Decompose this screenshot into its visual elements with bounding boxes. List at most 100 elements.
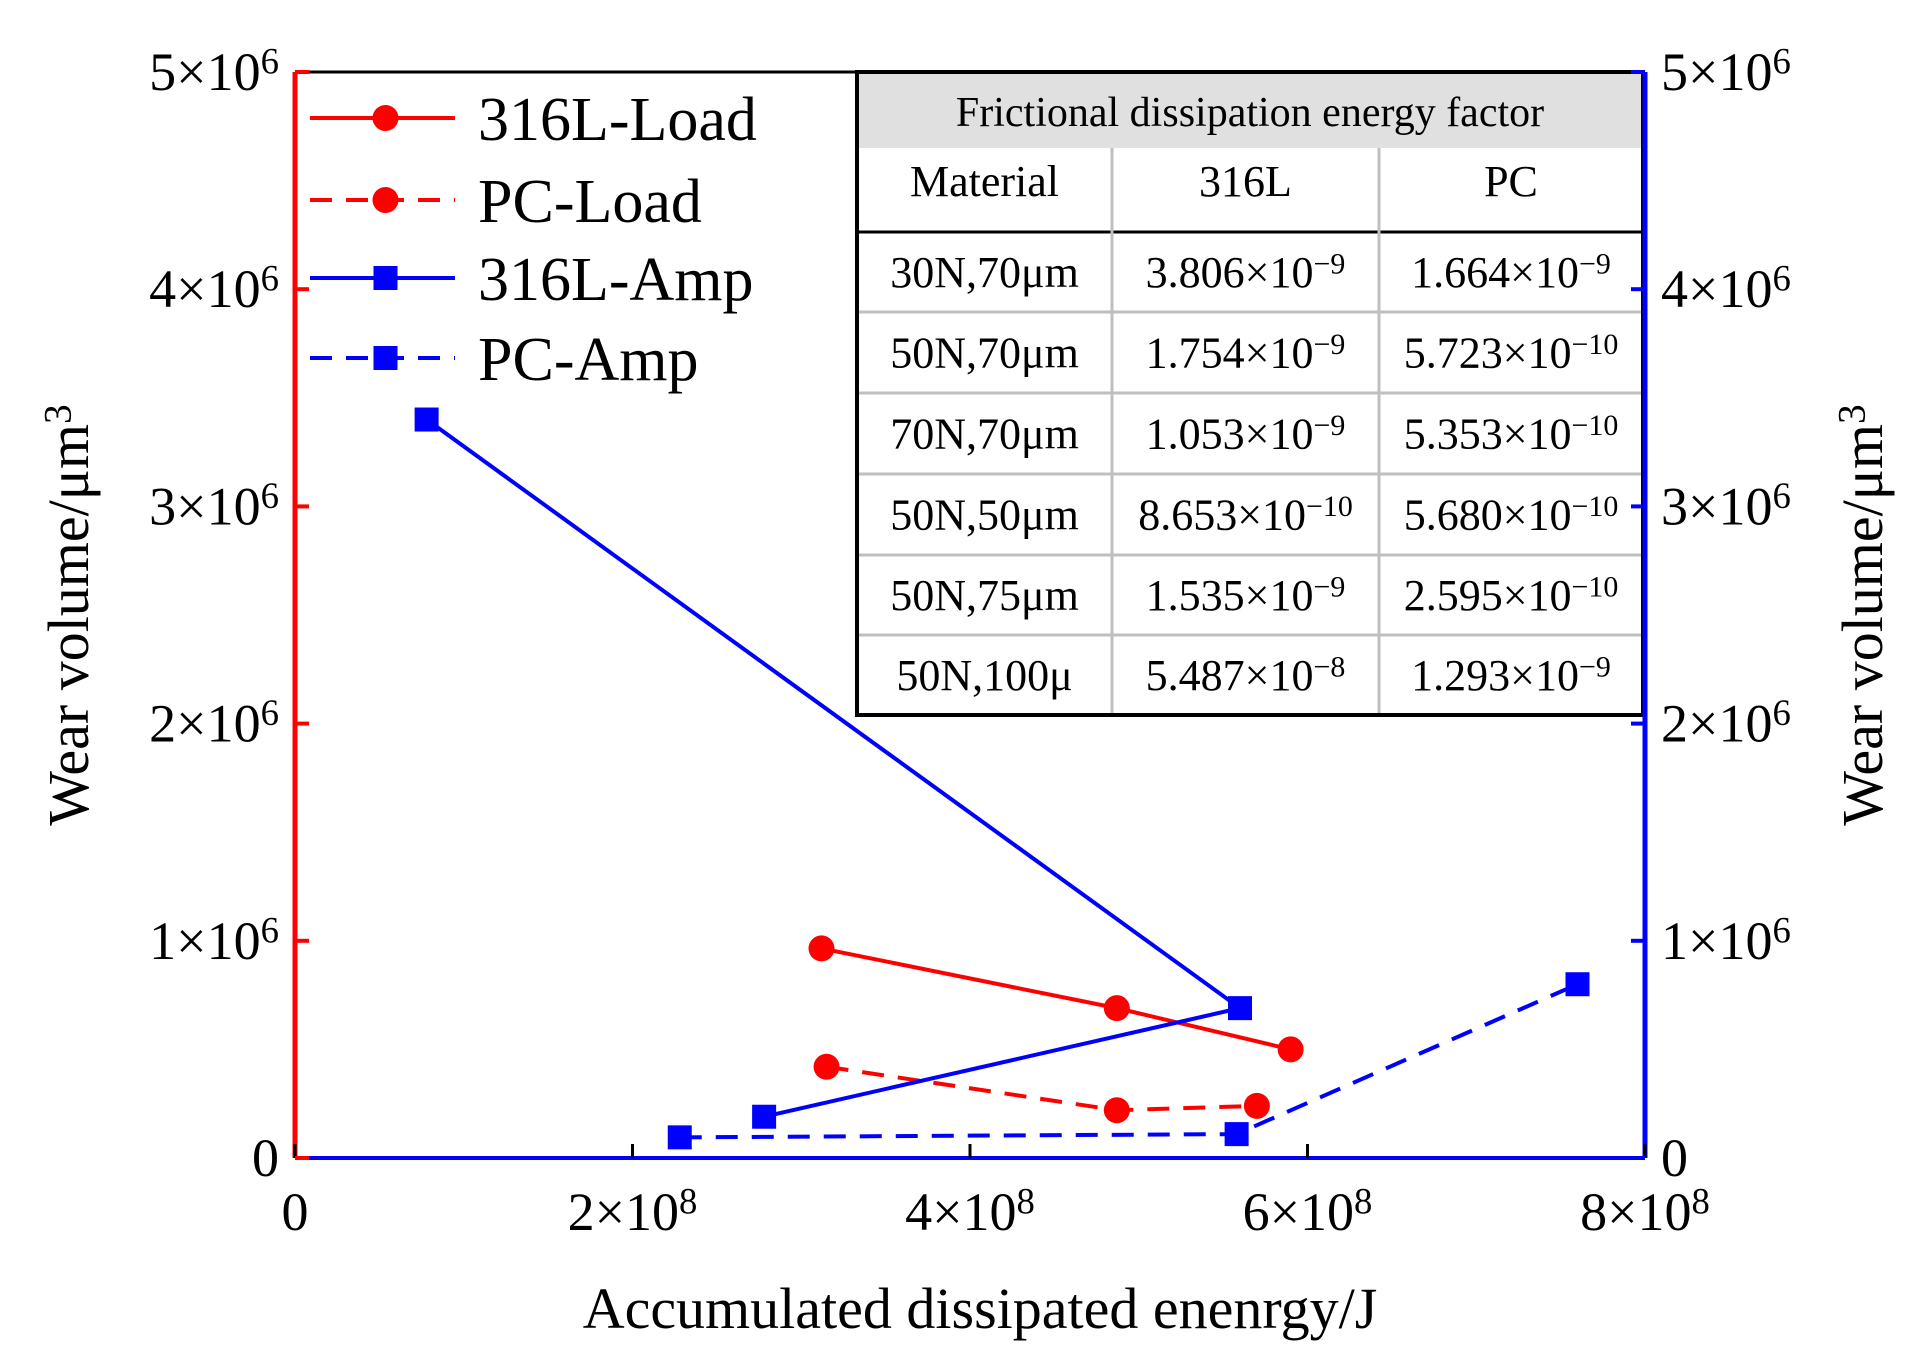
x-tick-label-base: 6×10 <box>1243 1182 1354 1242</box>
x-tick-label-base: 2×10 <box>568 1182 679 1242</box>
data-point-316l-load <box>1103 995 1130 1022</box>
y-right-tick-label: 2×106 <box>1661 692 1791 754</box>
table-column-header: PC <box>1484 157 1538 206</box>
legend-swatch-marker <box>373 266 398 290</box>
data-point-pc-amp <box>1224 1122 1249 1147</box>
table-cell-pc-exponent: −10 <box>1572 328 1619 361</box>
table-cell-pc-exponent: −10 <box>1572 409 1619 442</box>
legend-entry-pc-load: PC-Load <box>310 168 702 236</box>
y-left-tick-label: 3×106 <box>149 475 279 537</box>
y-left-tick-label: 4×106 <box>149 258 279 320</box>
y-left-tick-label-base: 1×10 <box>149 911 260 971</box>
table-body-bg <box>857 148 1643 715</box>
data-point-316l-amp <box>414 407 439 432</box>
legend-label: PC-Load <box>478 168 702 236</box>
legend-swatch-marker <box>372 187 399 213</box>
y-left-tick-label: 1×106 <box>149 909 279 971</box>
series-316l-load <box>808 935 1304 1063</box>
x-tick-label: 6×108 <box>1243 1180 1373 1242</box>
table-cell-316l: 1.754×10−9 <box>1146 328 1346 377</box>
y-right-tick-label-base: 0 <box>1661 1128 1688 1188</box>
legend-label: 316L-Amp <box>478 246 754 314</box>
series-pc-load <box>813 1053 1270 1124</box>
data-point-316l-amp <box>752 1104 777 1129</box>
x-tick-label: 8×108 <box>1580 1180 1710 1242</box>
table-cell-316l-base: 3.806×10 <box>1146 248 1314 297</box>
table-cell-pc-exponent: −10 <box>1572 571 1619 604</box>
table-cell-316l-base: 1.053×10 <box>1146 410 1314 459</box>
legend-entry-316l-load: 316L-Load <box>310 86 757 154</box>
y-left-tick-label-exponent: 6 <box>261 40 279 81</box>
legend-entry-pc-amp: PC-Amp <box>310 326 698 394</box>
table-title-bg <box>857 72 1643 148</box>
y-axis-right-title-text-exponent: 3 <box>1829 404 1873 424</box>
data-point-pc-load <box>813 1053 840 1080</box>
table-row-label: 50N,100μ <box>896 651 1072 700</box>
y-right-tick-label-base: 4×10 <box>1661 259 1772 319</box>
y-right-tick-label: 1×106 <box>1661 909 1791 971</box>
y-right-tick-label-base: 2×10 <box>1661 694 1772 754</box>
y-right-tick-label: 5×106 <box>1661 40 1791 102</box>
x-tick-label-exponent: 8 <box>1692 1180 1710 1221</box>
y-left-tick-label-base: 3×10 <box>149 476 260 536</box>
y-left-tick-label-base: 4×10 <box>149 259 260 319</box>
table-cell-316l-base: 5.487×10 <box>1146 651 1314 700</box>
legend-swatch-marker <box>372 105 399 131</box>
data-point-pc-load <box>1243 1092 1270 1119</box>
table-row-label: 50N,75μm <box>890 571 1079 620</box>
data-point-316l-load <box>1277 1036 1304 1063</box>
x-tick-label-base: 0 <box>282 1182 309 1242</box>
table-column-header: 316L <box>1199 157 1292 206</box>
table-cell-316l-exponent: −10 <box>1306 490 1353 523</box>
y-left-tick-label: 0 <box>252 1128 279 1188</box>
y-left-tick-label-exponent: 6 <box>261 692 279 733</box>
table-cell-316l: 1.053×10−9 <box>1146 409 1346 458</box>
table-row-label: 50N,50μm <box>890 491 1079 540</box>
table-cell-pc-exponent: −9 <box>1579 651 1611 684</box>
table-cell-pc-base: 5.353×10 <box>1404 410 1572 459</box>
table-cell-316l-exponent: −8 <box>1314 651 1346 684</box>
legend-entry-316l-amp: 316L-Amp <box>310 246 754 314</box>
x-tick-label: 2×108 <box>568 1180 698 1242</box>
table-row-label: 70N,70μm <box>890 410 1079 459</box>
x-tick-label: 0 <box>282 1182 309 1242</box>
y-right-tick-label-base: 1×10 <box>1661 911 1772 971</box>
table-cell-pc-base: 5.723×10 <box>1404 329 1572 378</box>
table-cell-316l: 1.535×10−9 <box>1146 571 1346 620</box>
y-right-tick-label-base: 5×10 <box>1661 42 1772 102</box>
table-cell-pc-base: 1.664×10 <box>1411 248 1579 297</box>
table-cell-316l-exponent: −9 <box>1314 328 1346 361</box>
y-left-tick-label-exponent: 6 <box>261 258 279 299</box>
table-column-header: Material <box>910 157 1059 206</box>
y-axis-left-title-text: Wear volume/μm3 <box>35 404 101 825</box>
y-right-tick-label-exponent: 6 <box>1772 692 1790 733</box>
table-cell-pc-base: 2.595×10 <box>1404 571 1572 620</box>
table-cell-316l-base: 1.754×10 <box>1146 329 1314 378</box>
table-cell-316l-base: 1.535×10 <box>1146 571 1314 620</box>
y-right-tick-label: 0 <box>1661 1128 1688 1188</box>
series-layer <box>414 407 1590 1150</box>
x-axis-title: Accumulated dissipated enenrgy/J <box>583 1276 1378 1341</box>
y-left-tick-label-base: 5×10 <box>149 42 260 102</box>
x-tick-label-base: 4×10 <box>905 1182 1016 1242</box>
table-cell-316l: 5.487×10−8 <box>1146 651 1346 700</box>
y-right-tick-label: 3×106 <box>1661 475 1791 537</box>
y-axis-left-title-text-exponent: 3 <box>35 404 79 424</box>
series-line-316l-load <box>821 946 1292 1052</box>
y-left-tick-label-base: 2×10 <box>149 694 260 754</box>
x-tick-label-exponent: 8 <box>1354 1180 1372 1221</box>
data-point-pc-amp <box>667 1125 692 1150</box>
y-right-tick-label-exponent: 6 <box>1772 909 1790 950</box>
y-left-tick-label-exponent: 6 <box>261 909 279 950</box>
y-left-tick-label: 5×106 <box>149 40 279 102</box>
x-tick-label-exponent: 8 <box>679 1180 697 1221</box>
table-cell-316l-exponent: −9 <box>1314 571 1346 604</box>
series-pc-amp <box>667 972 1590 1150</box>
table-cell-pc: 5.353×10−10 <box>1404 409 1619 458</box>
y-left-tick-label-exponent: 6 <box>261 475 279 516</box>
legend-swatch-marker <box>373 346 398 370</box>
table-cell-pc: 1.664×10−9 <box>1411 248 1611 297</box>
data-point-pc-amp <box>1565 972 1590 997</box>
